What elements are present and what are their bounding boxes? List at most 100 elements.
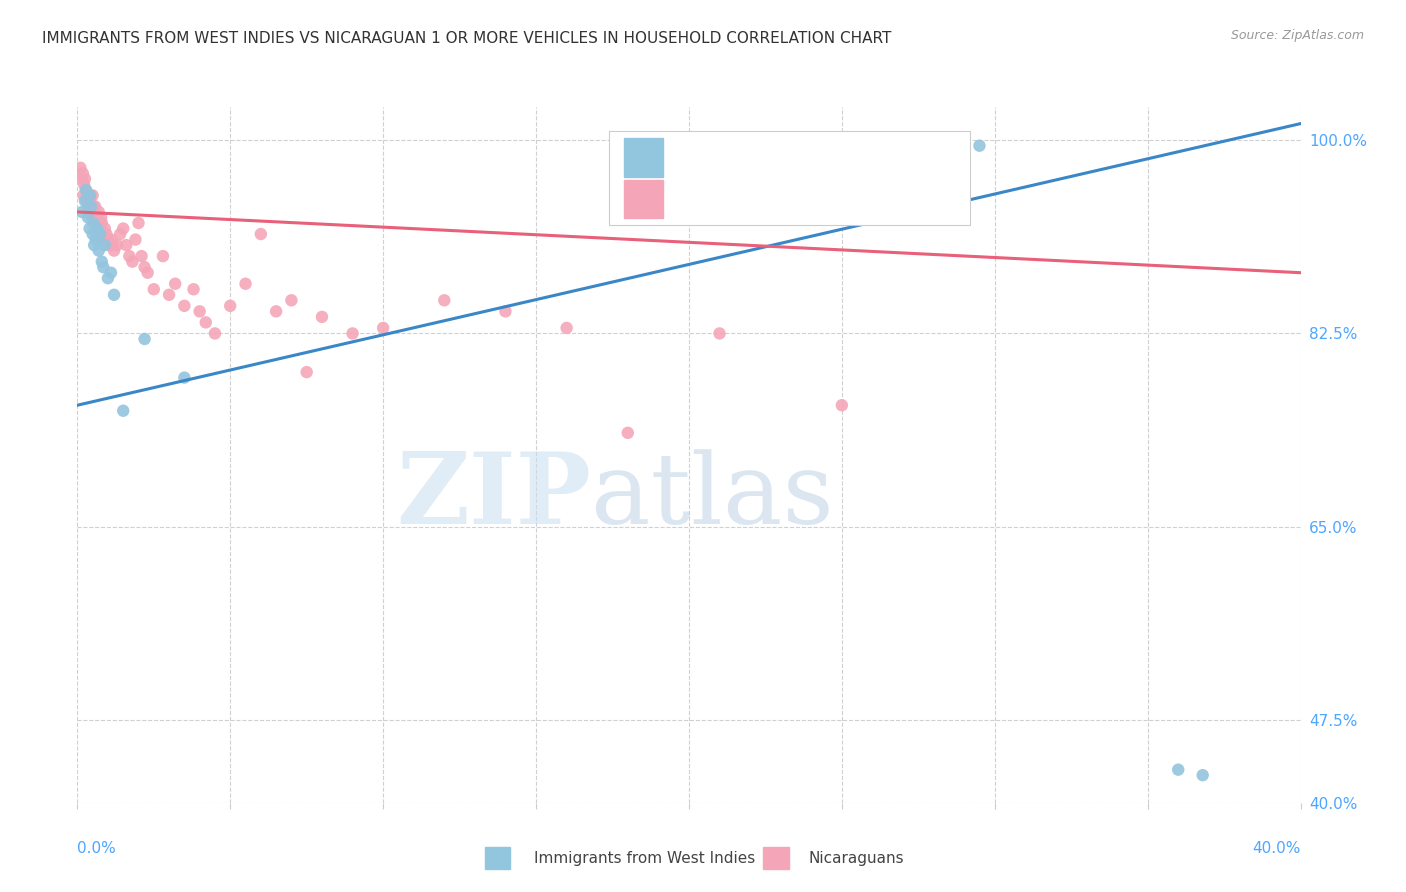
Point <box>82 227 104 241</box>
Point <box>555 321 578 335</box>
Point <box>70 171 93 186</box>
Point <box>183 282 205 296</box>
Point <box>90 211 112 225</box>
Point <box>235 277 257 291</box>
Point <box>97 271 120 285</box>
Point <box>84 233 107 247</box>
Point <box>76 194 98 208</box>
Point <box>173 370 195 384</box>
Point <box>73 178 96 192</box>
Point <box>219 299 242 313</box>
Point <box>295 365 318 379</box>
FancyBboxPatch shape <box>609 131 970 226</box>
Point <box>86 221 108 235</box>
Point <box>371 321 394 335</box>
Point <box>83 238 105 252</box>
Point <box>103 287 125 301</box>
Point <box>90 254 112 268</box>
Point <box>617 425 640 440</box>
Point <box>87 216 110 230</box>
Point <box>118 249 141 263</box>
Point <box>84 211 107 225</box>
Point <box>83 205 105 219</box>
Point <box>1167 763 1189 777</box>
Text: N = 19: N = 19 <box>810 150 868 169</box>
Point <box>157 287 180 301</box>
Bar <box>624 138 664 177</box>
Point <box>280 293 302 308</box>
Point <box>136 266 159 280</box>
Point <box>100 233 122 247</box>
Point <box>112 221 135 235</box>
Point <box>87 244 110 258</box>
Text: ZIP: ZIP <box>396 448 591 545</box>
Point <box>264 304 287 318</box>
Point <box>101 238 124 252</box>
Point <box>165 277 187 291</box>
Point <box>311 310 333 324</box>
Point <box>79 221 101 235</box>
Point <box>82 188 104 202</box>
Point <box>87 205 110 219</box>
Point <box>100 266 122 280</box>
Point <box>342 326 364 341</box>
Point <box>98 238 121 252</box>
Point <box>121 254 143 268</box>
Point <box>79 188 101 202</box>
Point <box>89 227 111 241</box>
Point <box>90 216 112 230</box>
Point <box>89 227 111 241</box>
Point <box>433 293 456 308</box>
Point <box>72 188 94 202</box>
Bar <box>624 180 664 219</box>
Point <box>77 211 100 225</box>
Point <box>709 326 731 341</box>
Point <box>73 171 96 186</box>
Point <box>91 260 114 275</box>
Point <box>969 138 991 153</box>
Point <box>112 403 135 417</box>
Point <box>82 216 104 230</box>
Text: 40.0%: 40.0% <box>1253 841 1301 856</box>
Text: Nicaraguans: Nicaraguans <box>808 851 904 865</box>
Point <box>80 199 103 213</box>
Point <box>69 161 91 175</box>
Text: atlas: atlas <box>591 449 834 544</box>
Point <box>124 233 146 247</box>
Point <box>96 227 118 241</box>
Point <box>91 233 114 247</box>
Point <box>77 199 100 213</box>
Point <box>108 227 131 241</box>
Point <box>76 188 98 202</box>
Point <box>953 133 976 147</box>
Text: N = 71: N = 71 <box>810 193 868 211</box>
Point <box>128 216 150 230</box>
Point <box>142 282 165 296</box>
Point <box>173 299 195 313</box>
Point <box>94 238 117 252</box>
Point <box>77 188 100 202</box>
Text: Source: ZipAtlas.com: Source: ZipAtlas.com <box>1230 29 1364 42</box>
Point <box>79 194 101 208</box>
Point <box>131 249 153 263</box>
Point <box>188 304 211 318</box>
Point <box>80 211 103 225</box>
Point <box>80 199 103 213</box>
Point <box>79 205 101 219</box>
Text: R = 0.288: R = 0.288 <box>678 150 761 169</box>
Point <box>94 221 117 235</box>
Point <box>134 260 156 275</box>
Point <box>84 199 107 213</box>
Point <box>73 194 96 208</box>
Point <box>86 221 108 235</box>
Text: Immigrants from West Indies: Immigrants from West Indies <box>534 851 755 865</box>
Point <box>105 238 128 252</box>
Point <box>72 166 94 180</box>
Point <box>97 233 120 247</box>
Point <box>115 238 138 252</box>
Point <box>82 199 104 213</box>
Point <box>84 216 107 230</box>
Point <box>75 183 97 197</box>
Text: IMMIGRANTS FROM WEST INDIES VS NICARAGUAN 1 OR MORE VEHICLES IN HOUSEHOLD CORREL: IMMIGRANTS FROM WEST INDIES VS NICARAGUA… <box>42 31 891 46</box>
Point <box>70 205 93 219</box>
